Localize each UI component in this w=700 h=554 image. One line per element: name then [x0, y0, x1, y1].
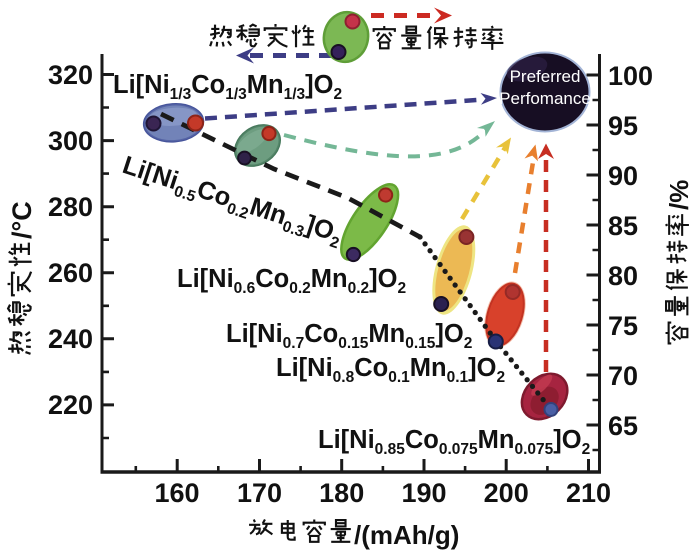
svg-text:190: 190 — [401, 478, 446, 508]
svg-text:180: 180 — [319, 478, 364, 508]
svg-text:90: 90 — [608, 161, 638, 191]
svg-text:70: 70 — [608, 361, 638, 391]
svg-text:80: 80 — [608, 261, 638, 291]
svg-text:Preferred: Preferred — [510, 67, 581, 86]
svg-text:Perfomance: Perfomance — [499, 89, 591, 108]
svg-text:Li[Ni0.8Co0.1Mn0.1]O2: Li[Ni0.8Co0.1Mn0.1]O2 — [276, 354, 505, 386]
svg-text:85: 85 — [608, 211, 638, 241]
svg-text:Li[Ni0.5Co0.2Mn0.3]O2: Li[Ni0.5Co0.2Mn0.3]O2 — [118, 151, 346, 252]
svg-text:75: 75 — [608, 311, 638, 341]
svg-text:240: 240 — [48, 324, 93, 354]
svg-text:/(mAh/g): /(mAh/g) — [354, 520, 459, 550]
svg-text:300: 300 — [48, 126, 93, 156]
svg-text:Li[Ni0.7Co0.15Mn0.15]O2: Li[Ni0.7Co0.15Mn0.15]O2 — [226, 320, 472, 352]
svg-text:Li[Ni0.85Co0.075Mn0.075]O2: Li[Ni0.85Co0.075Mn0.075]O2 — [318, 426, 590, 458]
svg-text:/%: /% — [664, 180, 694, 210]
svg-text:Li[Ni1/3Co1/3Mn1/3]O2: Li[Ni1/3Co1/3Mn1/3]O2 — [113, 71, 342, 103]
svg-text:160: 160 — [154, 478, 199, 508]
svg-text:320: 320 — [48, 60, 93, 90]
svg-text:210: 210 — [566, 478, 611, 508]
svg-text:170: 170 — [237, 478, 282, 508]
svg-text:100: 100 — [608, 61, 653, 91]
svg-text:65: 65 — [608, 411, 638, 441]
svg-text:200: 200 — [484, 478, 529, 508]
svg-text:280: 280 — [48, 192, 93, 222]
svg-text:260: 260 — [48, 258, 93, 288]
svg-text:/°C: /°C — [7, 201, 37, 239]
svg-text:Li[Ni0.6Co0.2Mn0.2]O2: Li[Ni0.6Co0.2Mn0.2]O2 — [177, 265, 406, 297]
svg-text:220: 220 — [48, 390, 93, 420]
svg-text:95: 95 — [608, 111, 638, 141]
